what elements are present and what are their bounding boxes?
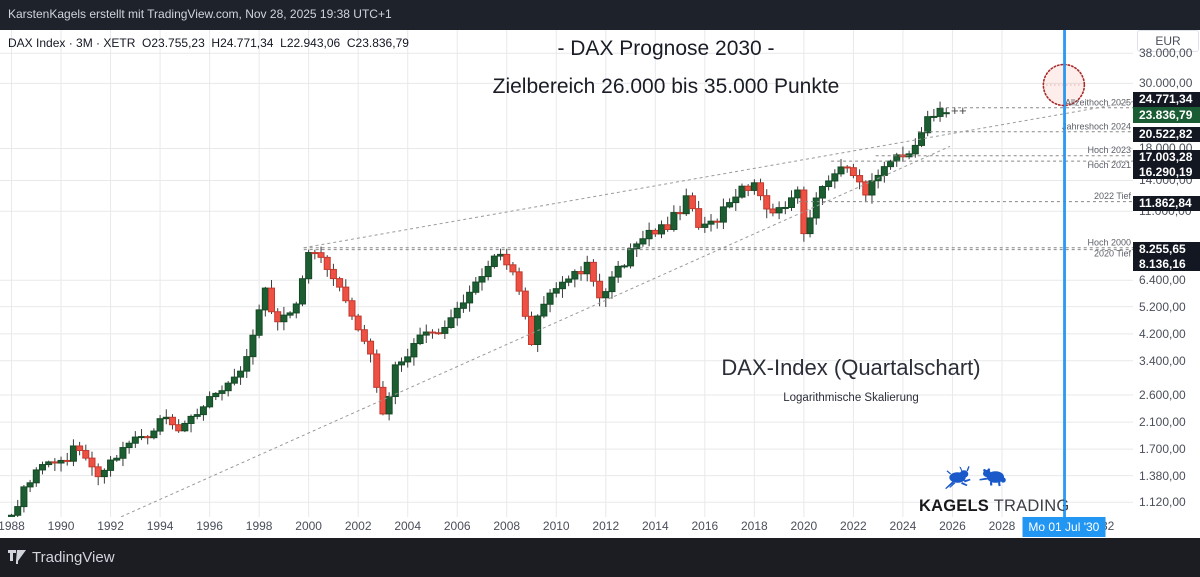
svg-text:+: + [959,103,967,118]
svg-text:+: + [951,103,959,118]
svg-text:Hoch 2021: Hoch 2021 [1087,160,1131,170]
svg-text:Hoch 2000: Hoch 2000 [1087,237,1131,247]
svg-text:2020 Tief: 2020 Tief [1094,249,1132,259]
svg-text:Jahreshoch 2024: Jahreshoch 2024 [1062,121,1131,131]
svg-text:2022 Tief: 2022 Tief [1094,191,1132,201]
svg-text:Hoch 2023: Hoch 2023 [1087,145,1131,155]
